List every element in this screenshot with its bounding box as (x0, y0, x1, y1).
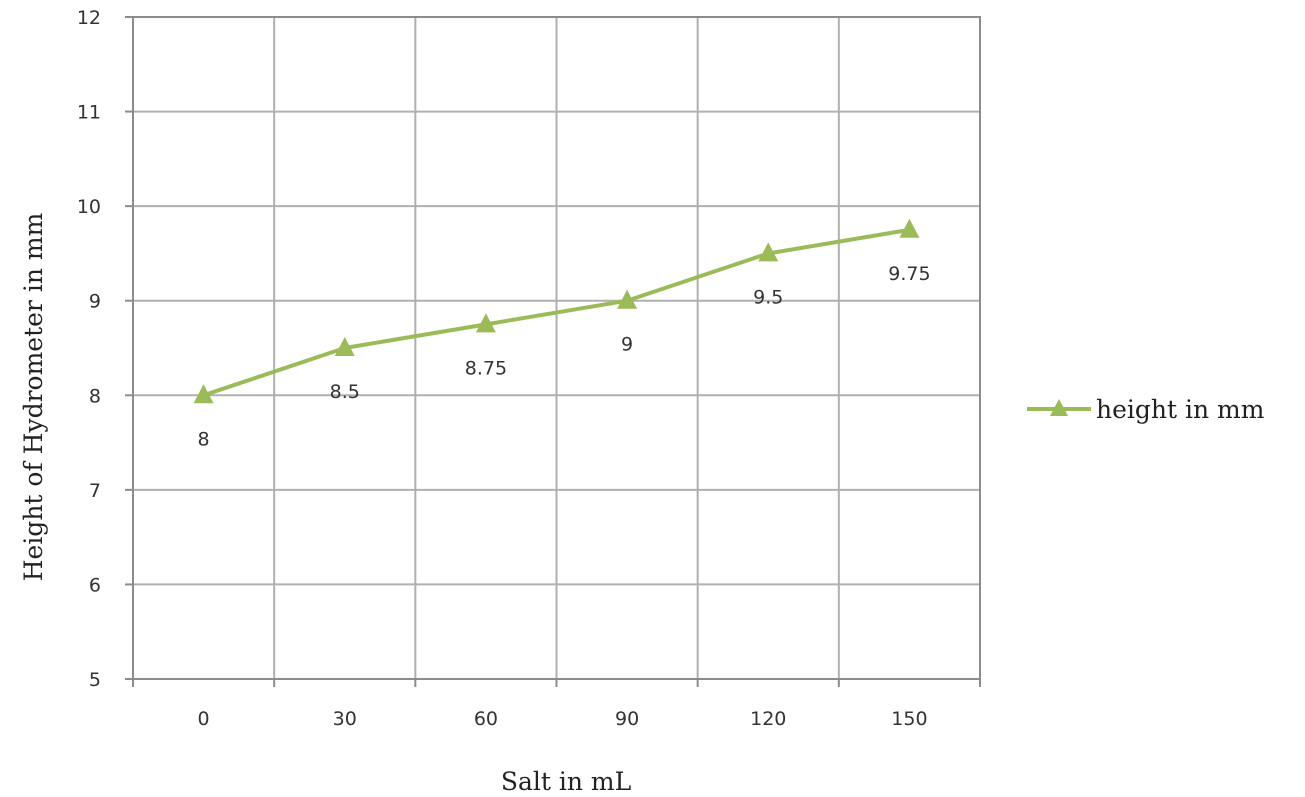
data-label: 9.5 (753, 286, 783, 308)
axis-ticks (125, 17, 980, 687)
x-tick-label: 150 (891, 708, 927, 730)
x-tick-label: 60 (474, 708, 498, 730)
y-tick-label: 6 (89, 574, 101, 596)
x-axis-title: Salt in mL (501, 767, 631, 796)
data-label: 9.75 (888, 263, 930, 285)
x-tick-label: 30 (333, 708, 357, 730)
y-tick-label: 11 (77, 102, 101, 124)
data-labels: 8 8.5 8.75 9 9.5 9.75 (198, 263, 931, 451)
data-label: 8.5 (330, 381, 360, 403)
legend-label: height in mm (1096, 395, 1265, 424)
x-axis-tick-labels: 0 30 60 90 120 150 (198, 708, 928, 730)
y-axis-title: Height of Hydrometer in mm (19, 212, 48, 581)
y-tick-label: 7 (89, 480, 101, 502)
y-axis-tick-labels: 5 6 7 8 9 10 11 12 (77, 7, 101, 691)
y-tick-label: 12 (77, 7, 101, 29)
y-tick-label: 10 (77, 196, 101, 218)
y-tick-label: 8 (89, 385, 101, 407)
grid-lines (133, 17, 980, 679)
data-label: 8 (198, 428, 210, 450)
y-tick-label: 9 (89, 291, 101, 313)
data-point-triangle (899, 219, 919, 238)
data-label: 9 (621, 334, 633, 356)
x-tick-label: 0 (198, 708, 210, 730)
data-label: 8.75 (465, 357, 507, 379)
x-tick-label: 90 (615, 708, 639, 730)
x-tick-label: 120 (750, 708, 786, 730)
legend: height in mm (1027, 395, 1265, 424)
y-tick-label: 5 (89, 669, 101, 691)
